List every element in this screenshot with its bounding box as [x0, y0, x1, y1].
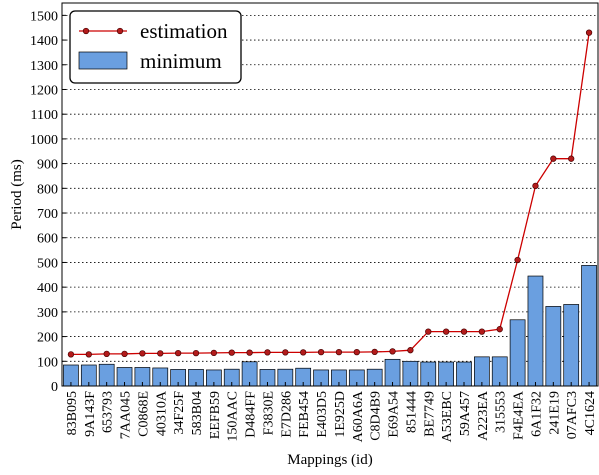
estimation-point — [264, 349, 271, 356]
x-tick-label: E7D286 — [279, 391, 294, 438]
bar — [384, 358, 401, 387]
estimation-point — [585, 29, 593, 36]
y-tick-label: 700 — [37, 207, 58, 222]
x-tick-label: 9A143F — [83, 391, 98, 437]
x-tick-label: 40310A — [154, 390, 169, 436]
y-tick-label: 300 — [37, 306, 58, 321]
y-tick-label: 800 — [37, 182, 58, 197]
estimation-point — [514, 256, 521, 264]
x-tick-label: 59A457 — [458, 391, 473, 436]
bar — [474, 356, 490, 387]
grid-layer — [62, 14, 598, 362]
estimation-point — [460, 328, 468, 335]
bar-layer — [63, 265, 597, 387]
x-tick-label: C8D4B9 — [369, 391, 384, 441]
y-tick-label: 1400 — [30, 34, 58, 49]
estimation-point — [407, 347, 414, 354]
bar — [527, 275, 544, 387]
x-tick-label: A53EBC — [440, 391, 455, 442]
axis-layer: 0 100 200 300 400 500 600 700 800 900 1000 1100 1200… — [30, 2, 599, 442]
x-tick-label: 6A1F32 — [529, 391, 544, 437]
line-layer — [67, 29, 593, 358]
y-tick-label: 100 — [37, 355, 58, 370]
estimation-point — [389, 348, 396, 355]
estimation-point — [496, 326, 503, 333]
x-tick-label: 653793 — [101, 391, 116, 433]
y-tick-label: 400 — [37, 281, 58, 296]
x-tick-label: E69A54 — [387, 391, 402, 438]
bar — [545, 306, 562, 387]
estimation-point — [103, 350, 110, 358]
estimation-point — [67, 351, 75, 358]
estimation-point — [282, 349, 289, 356]
bar — [509, 319, 526, 387]
x-tick-label: F3830E — [261, 391, 276, 435]
estimation-point — [174, 349, 182, 357]
x-tick-label: BE7749 — [422, 391, 437, 437]
x-tick-label: FEB454 — [297, 391, 312, 438]
x-tick-label: D484FF — [244, 391, 259, 438]
x-tick-label: 583B04 — [190, 391, 205, 435]
estimation-point — [425, 328, 432, 335]
y-tick-label: 500 — [37, 256, 58, 271]
estimation-point — [317, 348, 325, 356]
estimation-point — [85, 351, 92, 358]
x-tick-label: C0868E — [136, 391, 151, 437]
legend-label-estimation: estimation — [140, 19, 228, 43]
legend-marker — [116, 27, 124, 35]
y-tick-label: 1000 — [30, 133, 58, 148]
x-tick-label: EEFB59 — [208, 391, 223, 439]
estimation-point — [228, 349, 235, 356]
estimation-point — [210, 349, 218, 357]
x-tick-label: 1E925D — [333, 391, 348, 438]
x-tick-label: 83B095 — [65, 391, 80, 435]
x-axis-title: Mappings (id) — [287, 452, 372, 468]
x-tick-label: 851444 — [404, 391, 419, 433]
estimation-point — [246, 349, 253, 356]
plot-frame — [61, 2, 599, 387]
estimation-point — [139, 350, 146, 357]
estimation-point — [478, 328, 486, 335]
estimation-point — [442, 328, 450, 335]
estimation-point — [353, 348, 360, 356]
estimation-point — [121, 350, 128, 358]
x-tick-label: F4E4EA — [512, 390, 527, 440]
y-tick-label: 200 — [37, 331, 58, 346]
bar — [491, 356, 508, 387]
x-tick-label: 7AA045 — [119, 391, 134, 439]
legend: estimation minimum — [69, 10, 242, 84]
x-tick-label: A60A6A — [351, 390, 366, 442]
x-tick-label: 34F25F — [172, 391, 187, 435]
estimation-point — [568, 155, 575, 162]
y-tick-label: 900 — [37, 158, 58, 173]
x-tick-label: 4C1624 — [583, 391, 598, 435]
bar — [581, 265, 597, 387]
x-tick-label: 315553 — [494, 391, 509, 433]
legend-marker — [82, 27, 90, 35]
x-tick-label: E403D5 — [315, 391, 330, 438]
estimation-point — [300, 349, 307, 356]
x-tick-label: 241E19 — [547, 391, 562, 435]
x-tick-label: 150AAC — [226, 391, 241, 442]
y-tick-label: 1100 — [31, 108, 58, 123]
estimation-point — [192, 349, 200, 357]
y-tick-label: 1500 — [30, 9, 58, 24]
x-tick-label: A223EA — [476, 390, 491, 441]
y-axis-title: Period (ms) — [9, 159, 25, 229]
estimation-point — [157, 350, 164, 357]
estimation-point — [371, 348, 378, 356]
bar — [563, 304, 580, 387]
y-tick-label: 0 — [51, 380, 58, 395]
estimation-point — [532, 182, 539, 190]
y-tick-label: 600 — [37, 232, 58, 247]
estimation-point — [550, 155, 557, 162]
y-tick-label: 1300 — [30, 59, 58, 74]
estimation-point — [335, 348, 343, 356]
legend-bar-swatch — [78, 51, 128, 70]
x-tick-label: 07AFC3 — [565, 391, 580, 439]
y-tick-label: 1200 — [30, 83, 58, 98]
legend-label-minimum: minimum — [140, 49, 222, 73]
